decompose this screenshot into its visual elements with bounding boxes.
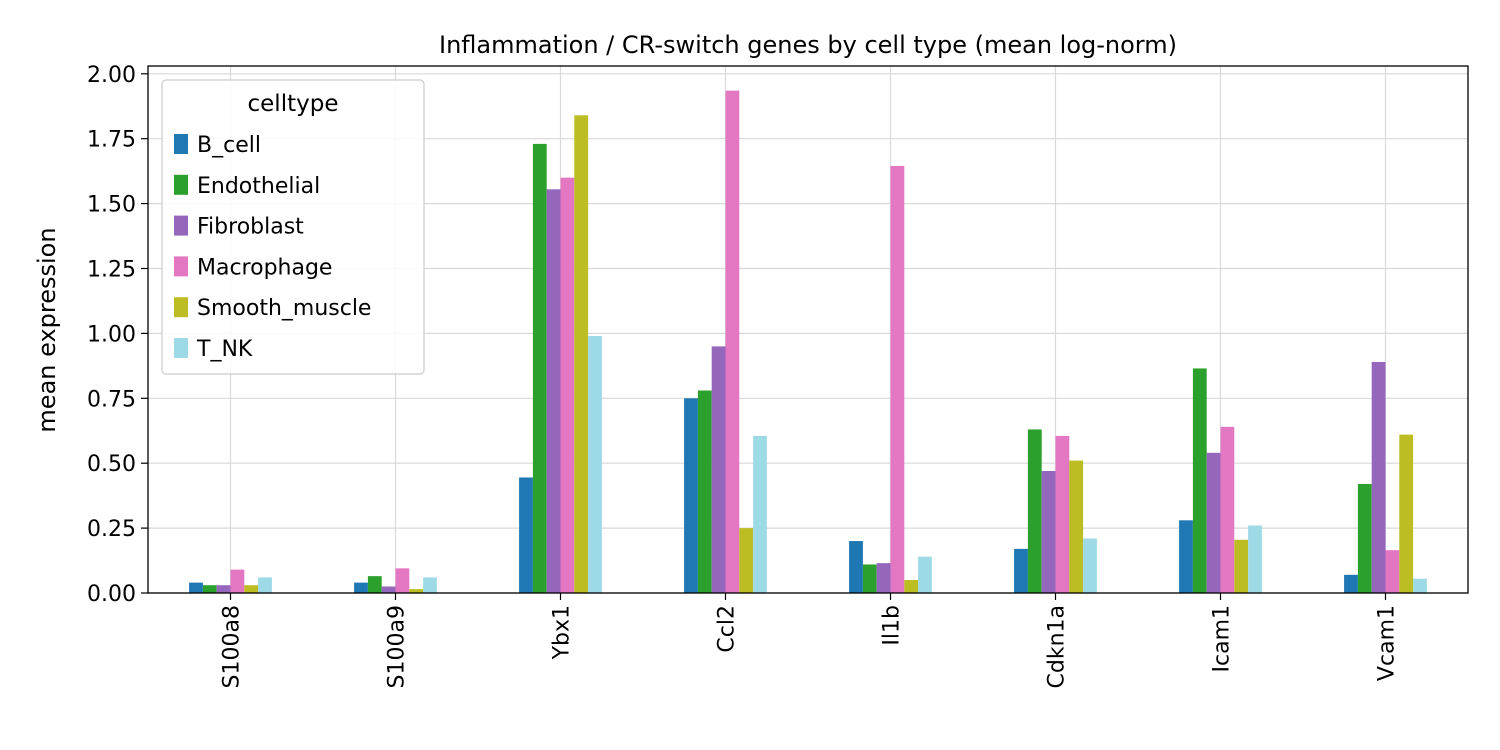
bar-fibroblast [1371, 361, 1386, 593]
bar-t-nk [1248, 525, 1262, 593]
bar-macrophage [1220, 426, 1235, 593]
legend-swatch [174, 134, 188, 154]
bar-t-nk [753, 435, 767, 593]
bar-fibroblast [1206, 452, 1221, 593]
legend-label: Fibroblast [197, 215, 304, 240]
bar-smooth-muscle [244, 585, 259, 593]
bar-macrophage [890, 165, 905, 593]
y-ticks: 0.00 0.25 0.50 0.75 1.00 1.25 1.50 1.75 2.00 [87, 63, 148, 607]
legend-title: celltype [248, 91, 339, 117]
x-tick-label: S100a8 [220, 605, 245, 688]
y-tick-label: 1.00 [87, 322, 136, 347]
bar-smooth-muscle [574, 115, 589, 593]
bar-b-cell [1179, 520, 1193, 593]
legend-swatch [174, 338, 188, 358]
bar-b-cell [1344, 574, 1358, 593]
bar-macrophage [725, 90, 740, 593]
x-tick-label: Il1b [880, 605, 905, 646]
bar-b-cell [684, 398, 698, 593]
bar-endothelial [1357, 483, 1372, 593]
bar-t-nk [423, 577, 437, 593]
x-tick-label: Cdkn1a [1045, 605, 1070, 689]
y-tick-label: 0.25 [87, 517, 136, 542]
bar-smooth-muscle [904, 580, 919, 593]
bar-fibroblast [381, 586, 396, 593]
chart-title: Inflammation / CR-switch genes by cell t… [439, 31, 1177, 59]
bar-fibroblast [876, 563, 891, 593]
bar-fibroblast [216, 585, 231, 593]
legend-swatch [174, 174, 188, 195]
y-tick-label: 2.00 [87, 63, 136, 88]
legend: celltype B_cell Endothelial Fibroblast Macr… [161, 79, 425, 375]
bar-macrophage [560, 177, 575, 593]
legend-swatch [174, 215, 188, 236]
bar-t-nk [588, 335, 602, 593]
bar-b-cell [1014, 548, 1028, 593]
bar-b-cell [189, 582, 203, 593]
bar-b-cell [849, 541, 863, 593]
bar-smooth-muscle [1234, 539, 1249, 593]
bar-b-cell [519, 477, 533, 593]
bar-smooth-muscle [739, 528, 754, 593]
y-tick-label: 0.50 [87, 452, 136, 477]
bar-macrophage [230, 569, 245, 593]
y-tick-label: 1.75 [87, 128, 136, 153]
bar-endothelial [202, 585, 217, 593]
bar-t-nk [258, 577, 272, 593]
bar-endothelial [1027, 429, 1042, 593]
x-tick-label: Vcam1 [1375, 605, 1400, 681]
bar-macrophage [1055, 435, 1070, 593]
legend-label: T_NK [196, 337, 253, 362]
bar-endothelial [1192, 368, 1207, 593]
legend-box [161, 79, 425, 375]
bar-smooth-muscle [409, 589, 424, 593]
bar-t-nk [918, 556, 932, 593]
bar-fibroblast [546, 189, 561, 593]
bar-fibroblast [711, 346, 726, 593]
bar-endothelial [532, 143, 547, 593]
legend-label: Smooth_muscle [197, 296, 371, 321]
bar-endothelial [367, 576, 382, 593]
legend-label: Macrophage [197, 255, 332, 280]
y-tick-label: 1.50 [87, 193, 136, 218]
x-tick-label: Ybx1 [550, 605, 575, 660]
x-tick-label: S100a9 [385, 605, 410, 688]
legend-label: B_cell [197, 133, 261, 158]
bar-b-cell [354, 582, 368, 593]
legend-entries: B_cell Endothelial Fibroblast Macrophage Smo… [174, 133, 371, 362]
bar-macrophage [1385, 550, 1400, 593]
bar-endothelial [697, 390, 712, 593]
y-tick-label: 0.00 [87, 582, 136, 607]
bar-endothelial [862, 564, 877, 593]
legend-swatch [174, 297, 188, 318]
plot-frame [147, 65, 1469, 594]
y-tick-label: 0.75 [87, 387, 136, 412]
y-axis-label: mean expression [33, 227, 61, 432]
legend-swatch [174, 256, 188, 277]
bar-smooth-muscle [1399, 434, 1414, 593]
x-tick-label: Ccl2 [715, 605, 740, 653]
x-tick-label: Icam1 [1210, 605, 1235, 673]
bar-t-nk [1413, 578, 1427, 593]
bar-fibroblast [1041, 470, 1056, 593]
bar-macrophage [395, 568, 410, 593]
legend-label: Endothelial [197, 174, 320, 199]
x-ticks: S100a8 S100a9 Ybx1 Ccl2 Il1b Cdkn1a Icam1 Vcam1 [220, 593, 1400, 689]
bar-smooth-muscle [1069, 460, 1084, 593]
bar-t-nk [1083, 538, 1097, 593]
y-tick-label: 1.25 [87, 257, 136, 282]
bars [189, 90, 1427, 593]
